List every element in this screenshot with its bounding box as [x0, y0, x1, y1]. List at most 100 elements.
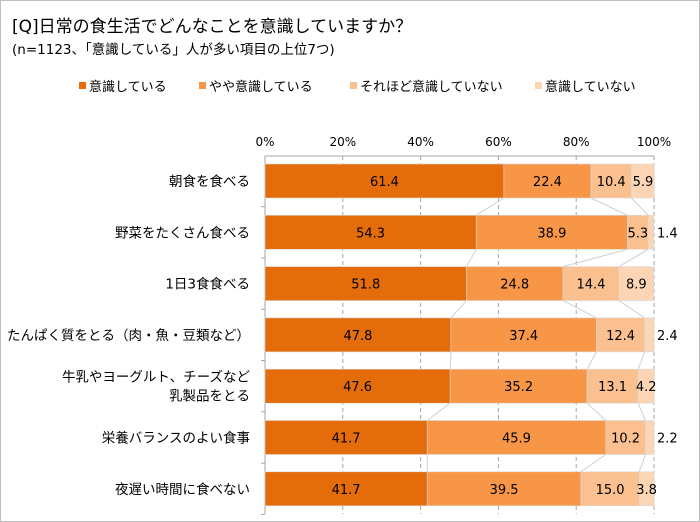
x-tick-label: 60% — [485, 135, 512, 149]
legend-label: やや意識している — [209, 80, 313, 95]
bar-segment — [596, 317, 645, 353]
data-label: 2.2 — [657, 432, 678, 447]
x-tick-label: 80% — [563, 135, 590, 149]
bar-segment — [637, 368, 655, 404]
series-line — [562, 300, 597, 319]
bar-segment — [426, 420, 607, 455]
legend-item: 意識していない — [535, 76, 636, 95]
data-label: 12.4 — [606, 329, 635, 344]
bar-segment — [562, 266, 620, 301]
data-label: 8.9 — [626, 278, 647, 293]
x-tick-label: 0% — [255, 135, 274, 149]
bar-segment — [605, 420, 646, 455]
series-line — [562, 248, 628, 268]
bar-segment — [647, 215, 654, 250]
data-label: 47.8 — [343, 329, 372, 344]
data-label: 38.9 — [537, 226, 566, 241]
series-line — [586, 351, 597, 370]
series-line — [475, 197, 505, 216]
data-label: 2.4 — [657, 329, 678, 344]
series-line — [638, 454, 646, 472]
legend-swatch — [535, 82, 542, 89]
bar-segment — [590, 163, 632, 199]
bar-segment — [580, 471, 640, 507]
data-label: 24.8 — [500, 278, 529, 293]
legend-swatch — [350, 82, 357, 89]
series-line — [449, 351, 452, 370]
bar-segment — [466, 266, 564, 301]
category-label: 乳製品をとる — [169, 389, 250, 405]
bar-segment — [264, 471, 428, 507]
category-label: たんぱく質をとる（肉・魚・豆類など） — [7, 328, 250, 344]
x-tick-label: 40% — [407, 135, 434, 149]
x-tick-label: 20% — [329, 135, 356, 149]
data-label: 10.4 — [597, 175, 626, 190]
legend-swatch — [199, 82, 206, 89]
category-label: 野菜をたくさん食べる — [115, 224, 250, 241]
series-line — [590, 197, 628, 216]
data-label: 22.4 — [533, 175, 562, 190]
series-line — [631, 197, 649, 216]
chart-subtitle: (n=1123、「意識している」人が多い項目の上位7つ) — [12, 42, 335, 58]
series-line — [586, 402, 607, 421]
data-label: 41.7 — [332, 483, 361, 498]
data-label: 13.1 — [598, 380, 627, 395]
series-line — [618, 248, 649, 268]
category-label: 1日3食食べる — [165, 276, 250, 293]
data-label: 37.4 — [509, 329, 538, 344]
bar-segment — [450, 317, 597, 353]
data-label: 61.4 — [370, 175, 399, 190]
category-label: 牛乳やヨーグルト、チーズなど — [62, 370, 251, 386]
data-label: 5.9 — [633, 175, 654, 190]
legend-label: 意識していない — [545, 80, 636, 95]
bar-segment — [264, 266, 467, 301]
data-label: 39.5 — [490, 483, 519, 498]
legend-item: それほど意識していない — [350, 76, 503, 95]
bar-segment — [618, 266, 654, 301]
bar-segment — [264, 317, 452, 353]
bar-segment — [586, 368, 639, 404]
data-label: 15.0 — [596, 483, 625, 498]
x-tick-label: 100% — [637, 135, 671, 149]
bar-segment — [644, 317, 655, 353]
data-label: 35.2 — [504, 380, 533, 395]
bar-segment — [264, 420, 428, 455]
legend-item: やや意識している — [199, 76, 313, 95]
data-label: 1.4 — [657, 226, 678, 241]
bar-segment — [645, 420, 655, 455]
data-label: 5.3 — [628, 226, 649, 241]
chart-title: [Q]日常の食生活でどんなことを意識していますか？ — [12, 17, 413, 37]
bar-segment — [264, 368, 451, 404]
series-line — [580, 454, 607, 473]
bar-segment — [631, 163, 655, 199]
category-label: 朝食を食べる — [169, 173, 250, 190]
data-label: 10.2 — [611, 432, 640, 447]
series-line — [637, 351, 646, 370]
category-label: 夜遅い時間に食べない — [115, 481, 250, 498]
series-line — [450, 300, 467, 319]
series-line — [637, 403, 646, 421]
bar-segment — [449, 368, 588, 404]
legend-label: 意識している — [89, 80, 167, 95]
bar-segment — [638, 471, 655, 507]
data-label: 54.3 — [356, 226, 385, 241]
data-label: 41.7 — [332, 432, 361, 447]
legend-label: それほど意識していない — [360, 80, 503, 95]
bar-segment — [503, 163, 592, 199]
data-label: 45.9 — [502, 432, 531, 447]
series-line — [466, 249, 477, 267]
data-label: 51.8 — [351, 278, 380, 293]
data-label: 47.6 — [343, 380, 372, 395]
series-line — [618, 300, 645, 319]
category-label: 栄養バランスのよい食事 — [102, 430, 250, 447]
data-label: 4.2 — [636, 380, 657, 395]
legend-item: 意識している — [79, 76, 167, 95]
bar-segment — [264, 163, 505, 199]
series-line — [426, 402, 451, 421]
data-label: 14.4 — [577, 278, 606, 293]
legend-swatch — [79, 82, 86, 89]
bar-segment — [264, 215, 477, 250]
data-label: 3.8 — [636, 483, 657, 498]
bar-segment — [426, 471, 582, 507]
